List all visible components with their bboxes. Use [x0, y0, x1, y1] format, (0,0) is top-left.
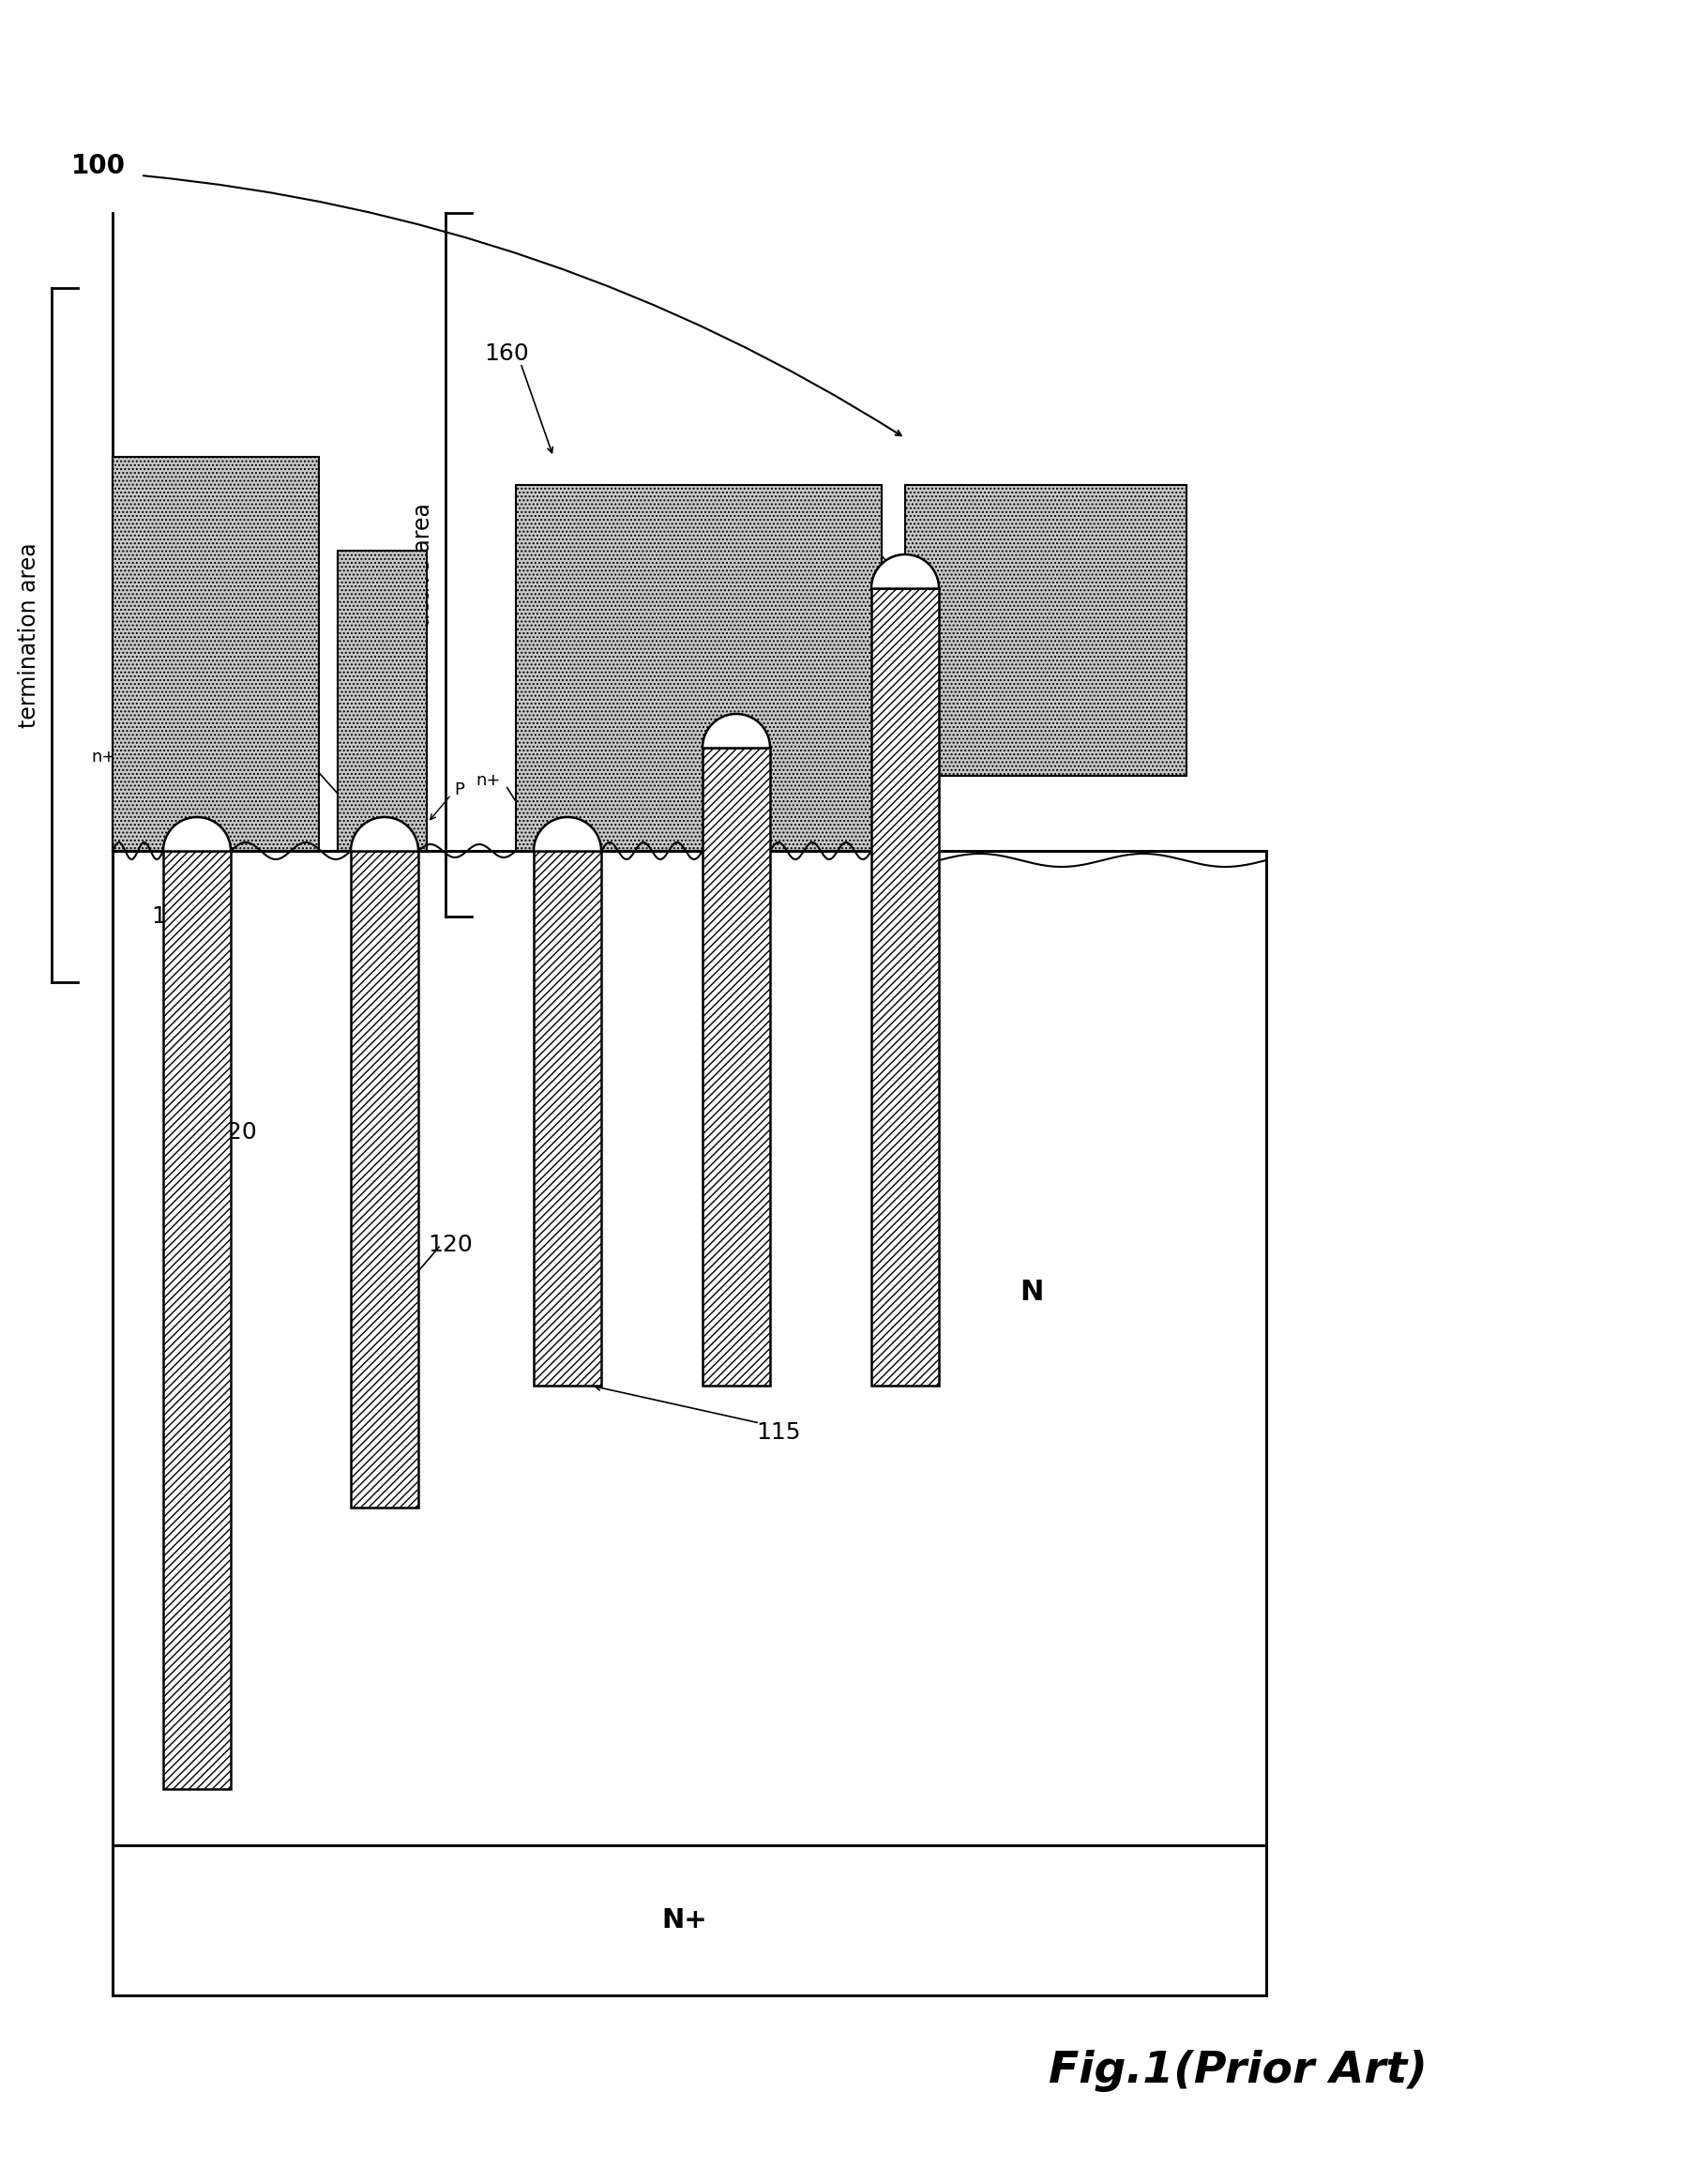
- Bar: [113, 456, 319, 851]
- Text: 115: 115: [757, 1421, 801, 1443]
- Text: P: P: [810, 683, 820, 701]
- Bar: [164, 851, 231, 1790]
- Bar: [905, 485, 1187, 775]
- Text: Sbs: Sbs: [659, 795, 690, 812]
- Text: P: P: [454, 782, 465, 799]
- Bar: [702, 749, 770, 1386]
- Text: 160: 160: [483, 343, 529, 365]
- Bar: [113, 1845, 1266, 1995]
- Polygon shape: [350, 816, 418, 851]
- Text: n+: n+: [284, 753, 309, 771]
- Bar: [350, 851, 418, 1508]
- Polygon shape: [702, 714, 770, 749]
- Bar: [533, 851, 601, 1386]
- Text: active area: active area: [412, 502, 434, 627]
- Text: 161: 161: [150, 906, 196, 928]
- Polygon shape: [533, 816, 601, 851]
- Polygon shape: [871, 554, 939, 587]
- Bar: [516, 485, 881, 851]
- Text: 120: 120: [212, 1122, 256, 1144]
- Text: n+: n+: [477, 773, 500, 788]
- Text: n+: n+: [787, 664, 811, 681]
- Text: 120: 120: [427, 1233, 473, 1255]
- Polygon shape: [164, 816, 231, 851]
- Text: Fig.1(Prior Art): Fig.1(Prior Art): [1049, 2050, 1428, 2091]
- Text: termination area: termination area: [17, 541, 41, 727]
- Text: 100: 100: [72, 153, 126, 179]
- Bar: [113, 851, 1266, 1845]
- Bar: [871, 587, 939, 1386]
- Text: n+: n+: [92, 749, 116, 766]
- Text: N+: N+: [661, 1908, 707, 1934]
- Text: P: P: [266, 782, 277, 799]
- Text: n+: n+: [640, 664, 664, 681]
- Text: n+: n+: [810, 496, 835, 513]
- Bar: [338, 550, 427, 851]
- Text: N: N: [1020, 1279, 1044, 1305]
